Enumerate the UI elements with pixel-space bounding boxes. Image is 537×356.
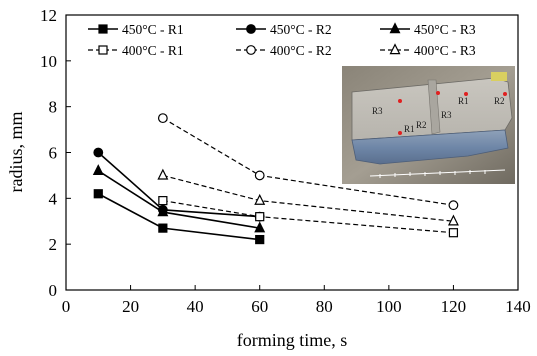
- x-tick-label: 120: [441, 297, 467, 316]
- x-tick-label: 60: [251, 297, 268, 316]
- series-markers: [92, 113, 459, 245]
- series-6-point: [254, 193, 266, 205]
- series-6-point: [157, 168, 169, 180]
- series-5-point: [448, 200, 459, 211]
- series-4-point: [255, 212, 265, 222]
- photo-part-front-face: [351, 129, 509, 165]
- y-axis-title: radius, mm: [6, 112, 26, 193]
- photo-label-r2-mid: R2: [416, 120, 427, 130]
- series-3-point: [92, 164, 104, 176]
- legend-label: 450°C - R2: [270, 22, 332, 37]
- series-3-point: [157, 205, 169, 217]
- legend-label: 400°C - R2: [270, 43, 332, 58]
- series-line-1: [97, 193, 260, 241]
- photo-ruler: [369, 169, 506, 178]
- series-6-point: [447, 214, 459, 226]
- photo-label-r3: R3: [372, 106, 383, 116]
- photo-label-r1-top: R1: [458, 96, 469, 106]
- photo-label-r3-small: R3: [441, 110, 452, 120]
- axis-ticks: 0 20 40 60 80 100 120 140 0 2 4 6 8 10 12: [40, 6, 531, 316]
- y-tick-label: 8: [49, 98, 58, 117]
- legend-marker: [98, 24, 108, 34]
- x-tick-label: 140: [505, 297, 531, 316]
- y-tick-label: 0: [49, 281, 58, 300]
- y-tick-label: 10: [40, 52, 57, 71]
- series-5-point: [157, 113, 168, 124]
- inset-photo: R3 R1 R2 R1 R3 R2: [342, 66, 515, 184]
- series-4-point: [448, 228, 459, 238]
- legend: 450°C - R1 450°C - R2 450°C - R3 400°C - R1…: [88, 22, 476, 58]
- series-2-point: [93, 147, 104, 158]
- legend-label: 450°C - R3: [414, 22, 476, 37]
- x-tick-label: 20: [122, 297, 139, 316]
- y-tick-label: 4: [49, 189, 58, 208]
- legend-marker: [246, 45, 256, 55]
- legend-marker: [98, 45, 108, 55]
- x-axis-title: forming time, s: [237, 330, 348, 350]
- legend-marker: [246, 24, 256, 34]
- series-5-point: [254, 170, 265, 181]
- y-tick-label: 6: [49, 144, 58, 163]
- legend-marker: [389, 43, 401, 55]
- y-tick-label: 12: [40, 6, 57, 25]
- legend-marker: [389, 22, 401, 34]
- series-1-point: [255, 234, 265, 245]
- series-4-point: [158, 196, 168, 206]
- series-1-point: [158, 223, 168, 233]
- photo-label-r2-top: R2: [494, 96, 505, 106]
- x-tick-label: 100: [376, 297, 402, 316]
- photo-label-r1-bottom: R1: [404, 124, 415, 134]
- x-tick-label: 80: [316, 297, 333, 316]
- legend-label: 400°C - R1: [122, 43, 184, 58]
- photo-yellow-tag: [491, 72, 507, 81]
- x-tick-label: 40: [187, 297, 204, 316]
- y-tick-label: 2: [49, 235, 58, 254]
- photo-red-dots: [398, 91, 507, 135]
- series-1-point: [93, 189, 103, 199]
- legend-label: 400°C - R3: [414, 43, 476, 58]
- x-tick-label: 0: [62, 297, 71, 316]
- series-3-point: [254, 221, 266, 233]
- legend-label: 450°C - R1: [122, 22, 184, 37]
